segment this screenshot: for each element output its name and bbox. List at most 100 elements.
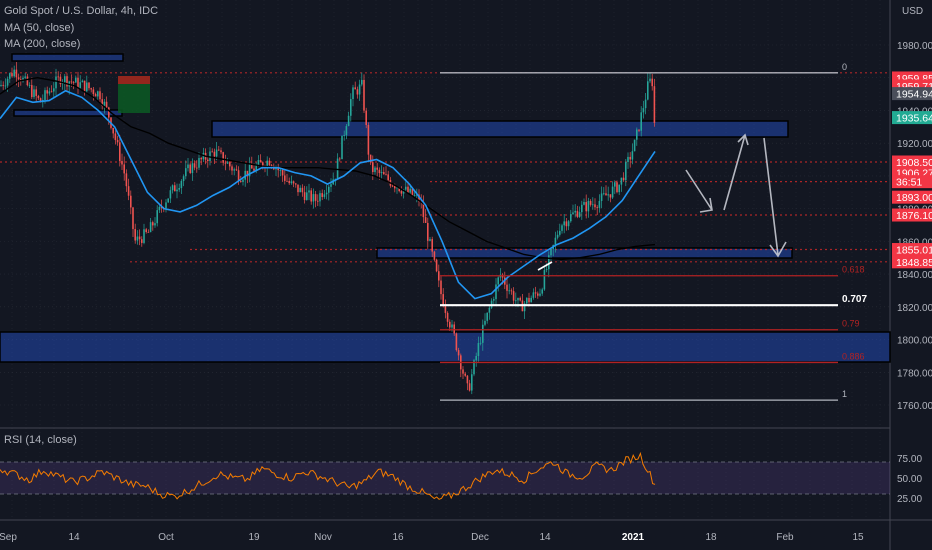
candle-body xyxy=(167,198,169,203)
candle-body xyxy=(222,152,224,163)
candle-body xyxy=(281,170,284,176)
candle-body xyxy=(523,303,526,312)
price-tag-label: 1855.01 xyxy=(896,245,932,257)
candle-body xyxy=(169,190,172,199)
currency-label[interactable]: USD xyxy=(902,6,924,17)
candle-body xyxy=(554,237,557,245)
candle-body xyxy=(48,91,51,94)
fibonacci-retracement[interactable]: 0 0.618 0.707 0.79 0.886 1 xyxy=(440,62,867,401)
candle-body xyxy=(268,160,271,166)
candle-body xyxy=(543,270,546,290)
candle-body xyxy=(143,229,145,243)
candle-body xyxy=(633,139,636,152)
candle-body xyxy=(235,169,238,171)
sr-zone xyxy=(376,247,793,259)
sr-zone xyxy=(11,53,124,62)
candle-body xyxy=(570,214,572,222)
candle-body xyxy=(438,271,440,281)
price-tick-label: 1840.00 xyxy=(897,270,932,281)
candle-body xyxy=(352,87,354,100)
candle-body xyxy=(270,165,273,167)
price-tick-label: 1860.00 xyxy=(897,237,932,248)
candle-body xyxy=(310,190,312,202)
candle-body xyxy=(132,207,134,230)
candle-body xyxy=(563,221,565,226)
price-tick-label: 1920.00 xyxy=(897,139,932,150)
candle-body xyxy=(629,156,631,160)
candle-body xyxy=(207,159,209,162)
candle-body xyxy=(79,82,81,89)
candle-body xyxy=(176,189,178,192)
time-axis[interactable]: Sep 14 Oct 19 Nov 16 Dec 14 2021 18 Feb 15 xyxy=(0,532,864,543)
candle-body xyxy=(640,112,642,131)
candle-body xyxy=(141,239,143,243)
candle-body xyxy=(486,312,488,321)
sr-zone xyxy=(13,109,123,117)
candle-body xyxy=(442,294,444,307)
time-tick-label: 14 xyxy=(539,532,551,543)
candle-body xyxy=(519,297,521,301)
candle-body xyxy=(248,164,251,177)
arrow-down-1 xyxy=(685,169,713,213)
candle-body xyxy=(86,82,88,92)
candle-body xyxy=(116,140,119,143)
candle-body xyxy=(541,289,543,294)
candle-body xyxy=(347,115,350,127)
candle-body xyxy=(383,172,385,175)
candle-body xyxy=(240,181,242,182)
candle-body xyxy=(350,99,352,116)
candle-body xyxy=(526,297,528,304)
candle-body xyxy=(548,255,550,270)
candle-body xyxy=(178,188,180,190)
candle-body xyxy=(506,284,508,291)
candle-body xyxy=(288,180,290,184)
candle-body xyxy=(605,193,607,196)
candle-body xyxy=(372,162,374,172)
candle-body xyxy=(653,86,656,123)
candle-body xyxy=(556,234,559,238)
candle-body xyxy=(367,124,370,155)
candle-body xyxy=(55,76,57,89)
fib-level-label: 0 xyxy=(842,62,847,72)
fib-level-label: 0.886 xyxy=(842,351,865,361)
candle-body xyxy=(614,182,616,187)
candle-body xyxy=(114,133,117,141)
time-tick-label: 18 xyxy=(705,532,717,543)
candle-body xyxy=(171,185,174,191)
candle-body xyxy=(306,192,308,200)
candle-body xyxy=(515,300,517,302)
candle-body xyxy=(13,69,15,77)
candle-body xyxy=(33,89,35,98)
support-resistance-zones[interactable] xyxy=(0,53,891,363)
candle-body xyxy=(607,194,609,196)
candle-body xyxy=(369,154,372,163)
candle-body xyxy=(532,292,535,298)
candle-body xyxy=(90,88,92,90)
trend-segment xyxy=(537,261,553,271)
candle-body xyxy=(119,142,121,162)
candle-body xyxy=(627,156,629,163)
candle-body xyxy=(189,164,191,174)
candle-body xyxy=(354,87,356,90)
projection-arrows[interactable] xyxy=(537,133,787,271)
candle-body xyxy=(125,173,128,187)
candle-body xyxy=(411,188,414,196)
candle-body xyxy=(308,190,310,193)
price-tags: 1959.851959.711954.941935.641908.501906.… xyxy=(892,71,932,269)
candle-body xyxy=(497,277,499,285)
candle-body xyxy=(567,221,570,227)
ma200-legend: MA (200, close) xyxy=(4,38,81,50)
time-tick-label: Dec xyxy=(471,532,489,543)
candle-body xyxy=(279,170,282,171)
candle-body xyxy=(603,193,605,195)
candle-body xyxy=(451,324,453,328)
price-tag-label: 1848.85 xyxy=(896,257,932,269)
price-tick-label: 1780.00 xyxy=(897,368,932,379)
candle-body xyxy=(495,284,497,300)
candle-body xyxy=(343,135,345,137)
candle-body xyxy=(39,98,42,103)
candle-body xyxy=(121,161,123,165)
